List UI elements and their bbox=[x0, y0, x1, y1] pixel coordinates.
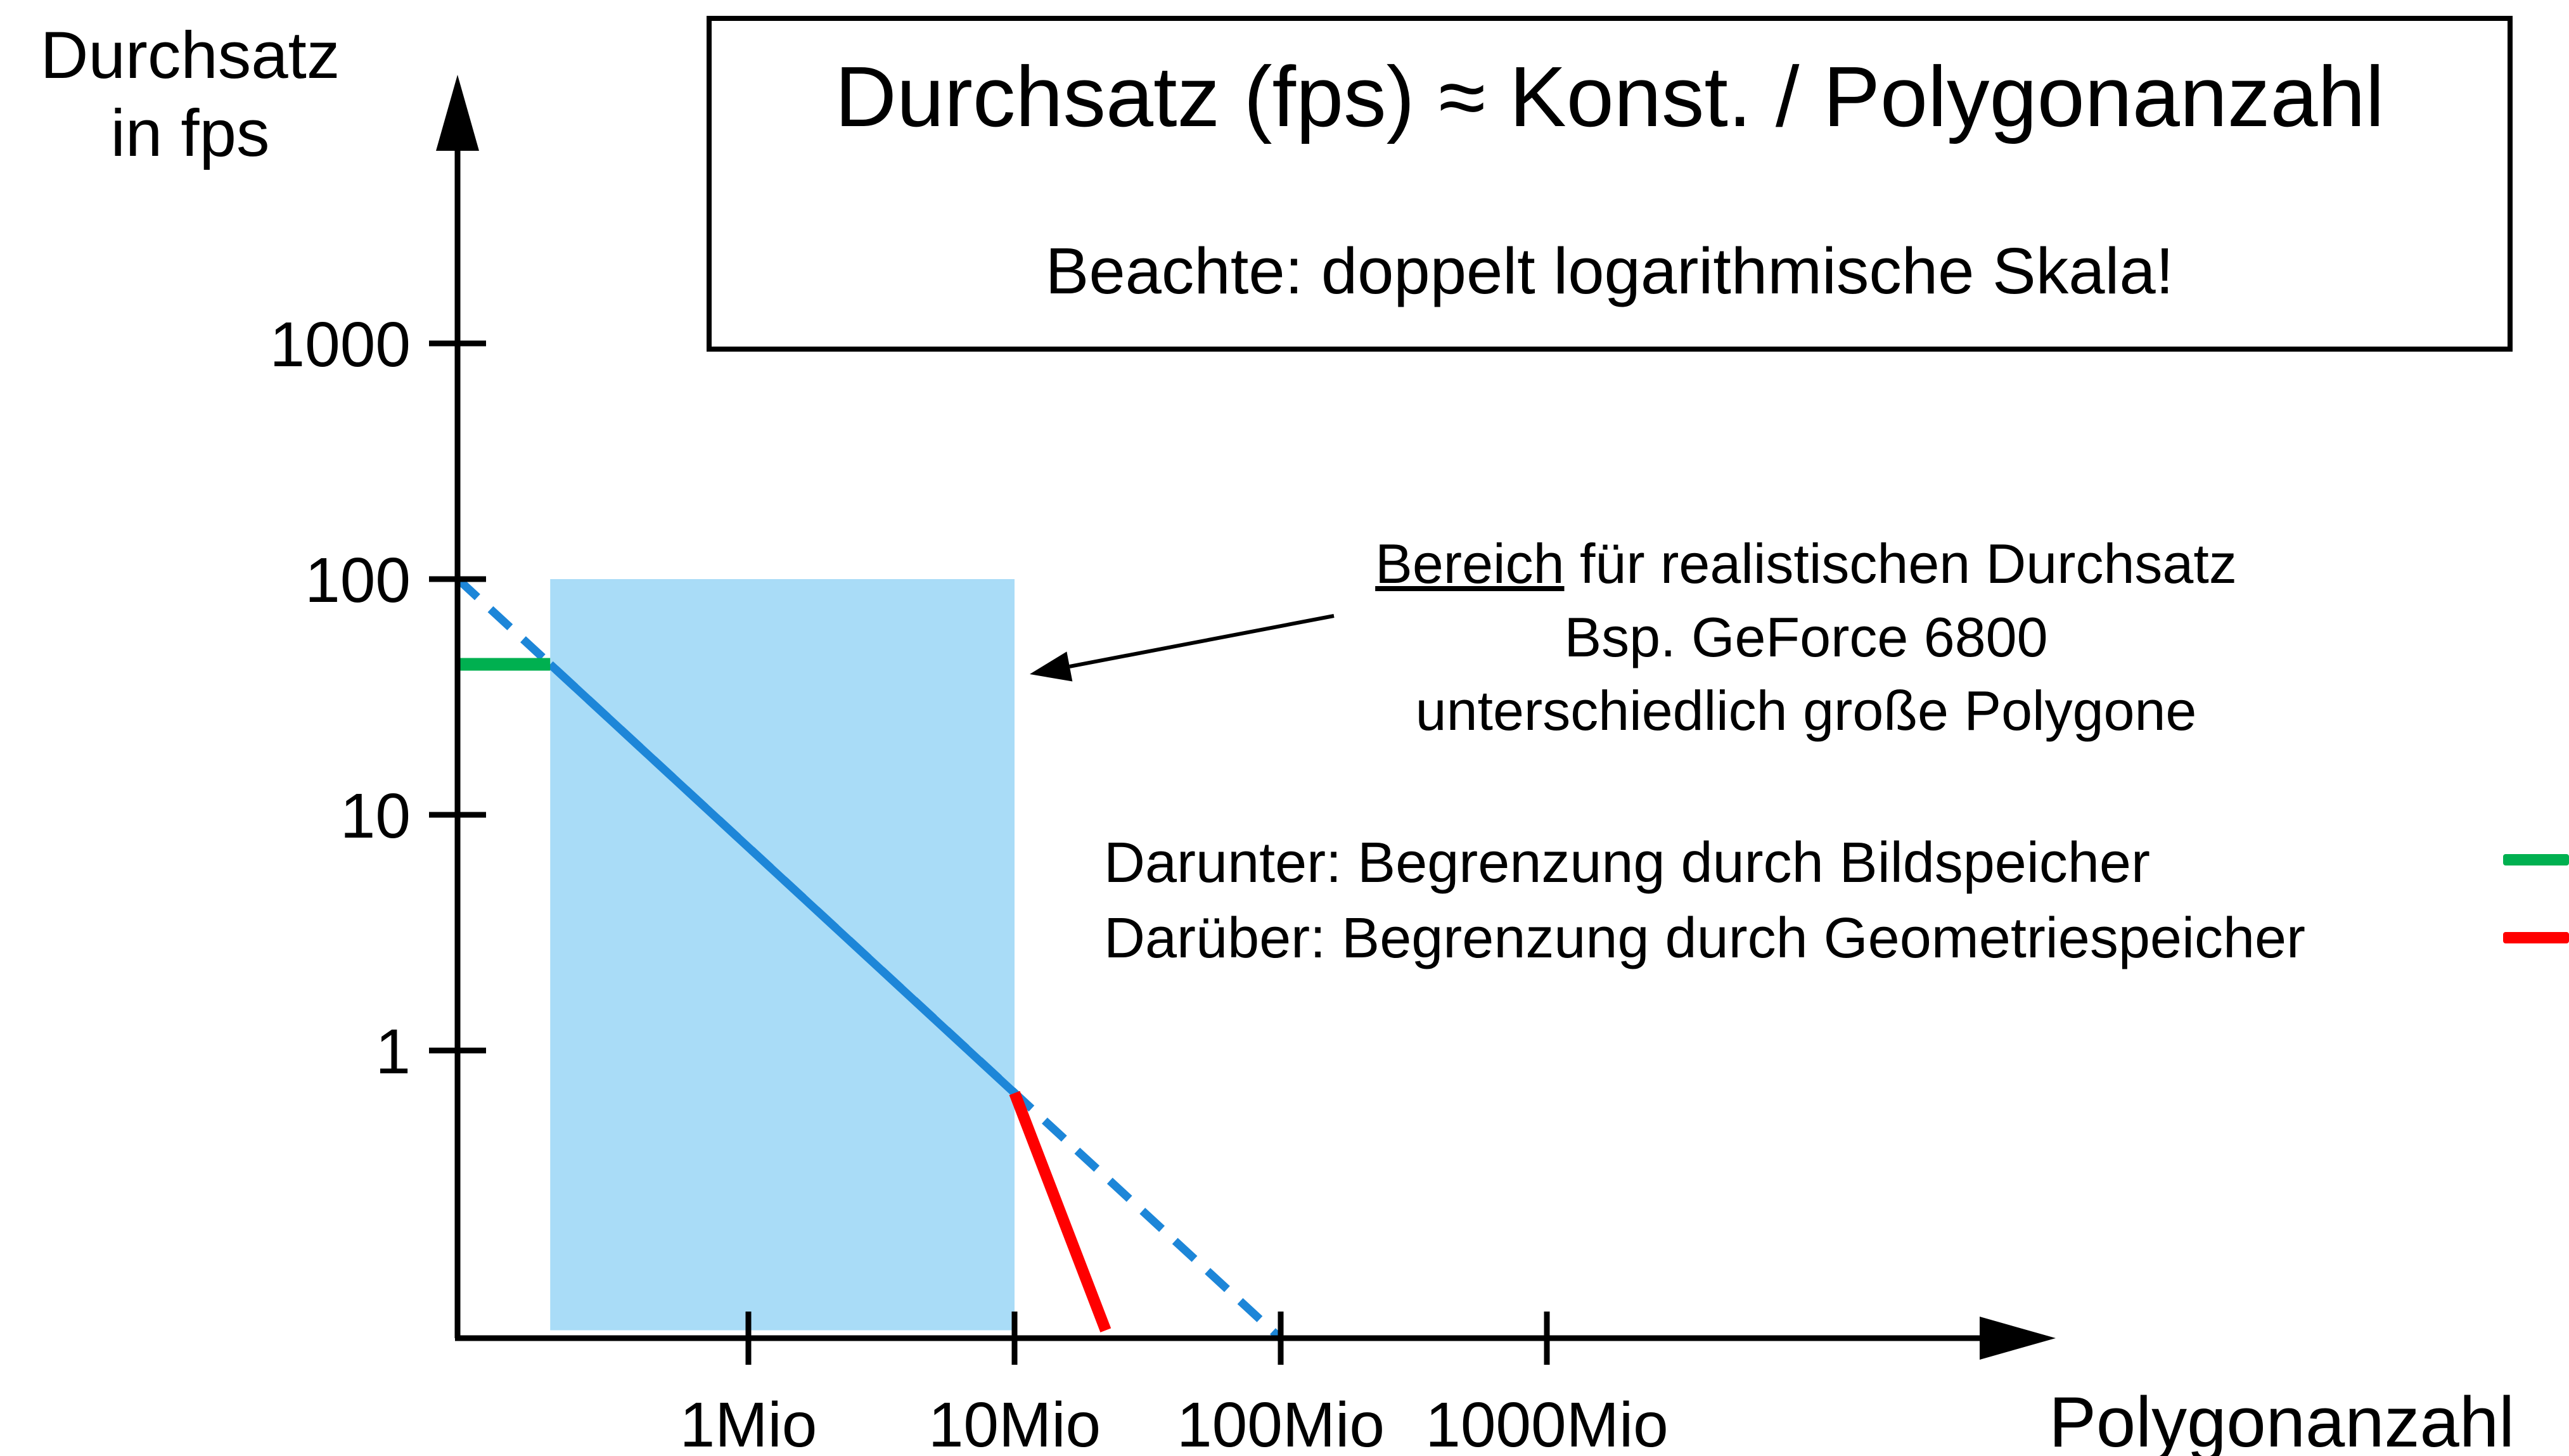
y-axis-title-line2: in fps bbox=[110, 96, 270, 170]
legend-framebuffer-label: Darunter: Begrenzung durch Bildspeicher bbox=[1104, 831, 2150, 895]
y-tick-label-1000: 1000 bbox=[270, 309, 411, 380]
x-axis-arrowhead bbox=[1980, 1317, 2056, 1360]
x-axis-title: Polygonanzahl bbox=[2049, 1383, 2515, 1456]
region-annotation: Bereich für realistischen Durchsatz Bsp.… bbox=[1242, 527, 2370, 748]
x-tick-label-100Mio: 100Mio bbox=[1177, 1389, 1385, 1456]
annotation-line3: unterschiedlich große Polygone bbox=[1415, 679, 2197, 742]
y-axis-title-line1: Durchsatz bbox=[40, 18, 340, 93]
formula-box: Durchsatz (fps) ≈ Konst. / Polygonanzahl… bbox=[707, 16, 2513, 352]
x-tick-label-10Mio: 10Mio bbox=[928, 1389, 1101, 1456]
annotation-line1-rest: für realistischen Durchsatz bbox=[1564, 532, 2237, 595]
legend-geometry-label: Darüber: Begrenzung durch Geometriespeic… bbox=[1104, 907, 2306, 970]
annotation-arrow-arrowhead bbox=[1030, 651, 1073, 682]
y-tick-label-100: 100 bbox=[305, 545, 411, 616]
scale-note: Beachte: doppelt logarithmische Skala! bbox=[1045, 234, 2174, 307]
y-tick-label-1: 1 bbox=[375, 1016, 411, 1087]
highlight-region bbox=[550, 579, 1015, 1331]
legend-geometry-swatch bbox=[2503, 932, 2569, 943]
y-tick-label-10: 10 bbox=[340, 781, 411, 852]
formula-text: Durchsatz (fps) ≈ Konst. / Polygonanzahl bbox=[835, 49, 2385, 144]
annotation-line1: Bereich für realistischen Durchsatz bbox=[1242, 527, 2370, 601]
annotation-underlined-word: Bereich bbox=[1375, 532, 1565, 595]
y-axis-title: Durchsatz in fps bbox=[6, 16, 374, 172]
legend: Darunter: Begrenzung durch Bildspeicher … bbox=[1104, 826, 2305, 976]
x-tick-label-1000Mio: 1000Mio bbox=[1425, 1389, 1669, 1456]
annotation-line2: Bsp. GeForce 6800 bbox=[1564, 606, 2048, 668]
geometry-limit-line bbox=[1009, 1090, 1112, 1332]
realistic-throughput-line bbox=[547, 661, 1018, 1096]
legend-framebuffer-swatch bbox=[2503, 854, 2569, 865]
x-tick-label-1Mio: 1Mio bbox=[680, 1389, 817, 1456]
y-axis-arrowhead bbox=[436, 75, 479, 151]
annotation-arrow-line bbox=[1069, 614, 1335, 668]
